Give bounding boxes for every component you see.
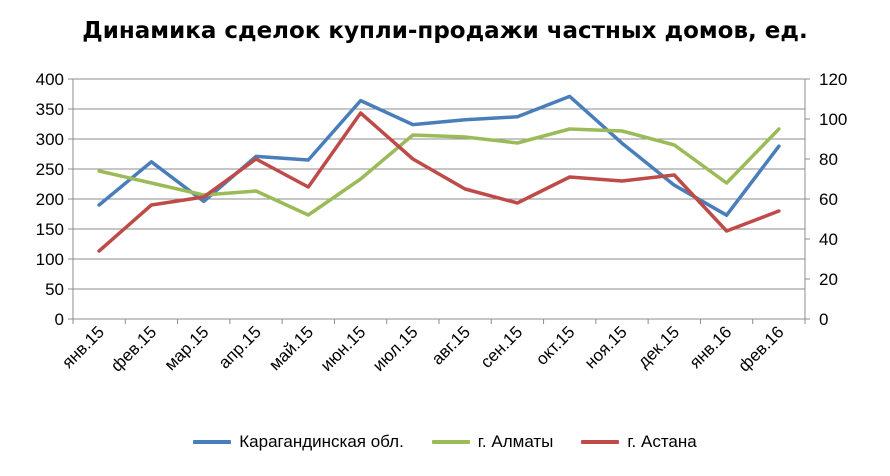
x-tick-label: фев.16: [735, 322, 788, 375]
x-tick-label: июн.15: [317, 322, 370, 375]
y-right-tick-label: 100: [819, 110, 847, 129]
x-tick-label: июл.15: [369, 322, 422, 375]
y-left-tick-label: 0: [55, 310, 64, 329]
x-tick-label: янв.15: [58, 322, 108, 372]
x-tick-label: янв.16: [686, 322, 736, 372]
x-tick-label: дек.15: [634, 322, 683, 371]
x-tick-label: сен.15: [477, 322, 526, 371]
legend-swatch: [431, 440, 470, 444]
x-tick-label: ноя.15: [581, 322, 631, 372]
legend-item: г. Астана: [581, 432, 697, 452]
legend-swatch: [193, 440, 232, 444]
y-left-tick-label: 50: [45, 280, 64, 299]
series-line: [97, 111, 781, 253]
legend: Карагандинская обл. г. Алматы г. Астана: [0, 432, 890, 452]
x-tick-label: авг.15: [428, 322, 474, 368]
y-left-tick-label: 300: [36, 130, 64, 149]
x-tick-label: май.15: [265, 322, 317, 374]
x-tick-label: мар.15: [161, 322, 213, 374]
y-left-tick-label: 150: [36, 220, 64, 239]
y-right-tick-label: 20: [819, 270, 838, 289]
x-tick-label: апр.15: [215, 322, 265, 372]
y-right-tick-label: 80: [819, 150, 838, 169]
chart-title: Динамика сделок купли-продажи частных до…: [82, 18, 808, 44]
legend-label: г. Алматы: [477, 432, 554, 451]
y-right-tick-label: 0: [819, 310, 828, 329]
y-right-tick-label: 60: [819, 190, 838, 209]
legend-item: Карагандинская обл.: [193, 432, 404, 452]
y-left-tick-label: 400: [36, 70, 64, 89]
legend-swatch: [581, 440, 620, 444]
y-left-tick-label: 100: [36, 250, 64, 269]
legend-label: Карагандинская обл.: [239, 432, 404, 451]
x-tick-label: фев.15: [107, 322, 160, 375]
y-left-tick-label: 250: [36, 160, 64, 179]
series-line: [97, 127, 781, 217]
y-left-tick-label: 350: [36, 100, 64, 119]
legend-item: г. Алматы: [431, 432, 554, 452]
y-left-tick-label: 200: [36, 190, 64, 209]
y-right-tick-label: 120: [819, 70, 847, 89]
y-right-tick-label: 40: [819, 230, 838, 249]
legend-label: г. Астана: [627, 432, 697, 451]
x-tick-label: окт.15: [532, 322, 578, 368]
